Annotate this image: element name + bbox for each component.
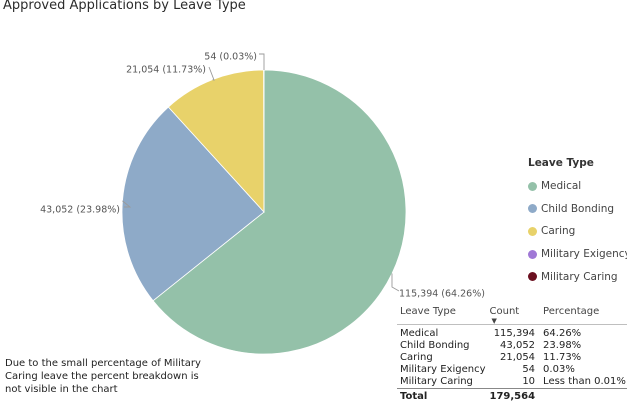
- legend-item-child-bonding[interactable]: Child Bonding: [528, 198, 627, 221]
- legend-item-caring[interactable]: Caring: [528, 220, 627, 243]
- cell-count: 21,054: [500, 352, 536, 363]
- table-row: Child Bonding 43,052 23.98%: [397, 340, 627, 352]
- legend-label: Caring: [541, 225, 576, 238]
- legend-label: Military Exigency: [541, 248, 627, 261]
- cell-percentage: 23.98%: [543, 340, 582, 351]
- pie-slices: [121, 69, 407, 355]
- cell-percentage: 64.26%: [543, 328, 582, 339]
- table-row: Medical 115,394 64.26%: [397, 325, 627, 341]
- pie-slice-medical[interactable]: [152, 69, 407, 355]
- pie-leader-lines: [122, 53, 400, 292]
- sort-desc-icon[interactable]: ▼: [491, 317, 497, 325]
- leader-line: [122, 200, 132, 208]
- legend-swatch: [528, 204, 537, 214]
- cell-leave-type: Caring: [400, 352, 433, 363]
- pie-data-labels: 115,394 (64.26%) 43,052 (23.98%) 21,054 (1…: [40, 52, 485, 300]
- cell-percentage: 11.73%: [543, 352, 582, 363]
- cell-percentage: Less than 0.01%: [543, 376, 626, 387]
- cell-count: 43,052: [500, 340, 536, 351]
- legend-swatch: [528, 249, 537, 259]
- total-percentage: [539, 388, 627, 404]
- table-row: Military Exigency 54 0.03%: [397, 364, 627, 376]
- legend-label: Military Caring: [541, 270, 618, 283]
- chart-title: Approved Applications by Leave Type: [3, 0, 246, 13]
- legend-label: Medical: [541, 180, 582, 193]
- table-row: Caring 21,054 11.73%: [397, 352, 627, 364]
- legend-item-medical[interactable]: Medical: [528, 175, 627, 198]
- cell-leave-type: Child Bonding: [400, 340, 470, 351]
- leader-line: [391, 273, 400, 292]
- total-label: Total: [397, 388, 490, 404]
- cell-percentage: 0.03%: [543, 364, 575, 375]
- data-label-child-bonding: 43,052 (23.98%): [40, 205, 120, 216]
- leader-line: [259, 53, 265, 70]
- data-label-military-exigency: 54 (0.03%): [204, 52, 257, 63]
- legend-swatch: [528, 226, 537, 236]
- legend-title: Leave Type: [528, 157, 594, 169]
- footnote: Due to the small percentage of Military …: [5, 358, 201, 395]
- column-header-count[interactable]: Count ▼: [489, 303, 540, 325]
- cell-count: 54: [522, 364, 536, 375]
- legend-item-military-caring[interactable]: Military Caring: [528, 265, 627, 288]
- total-count: 179,564: [489, 388, 540, 404]
- cell-count: 115,394: [493, 328, 536, 339]
- table-body: Medical 115,394 64.26% Child Bonding 43,052 2…: [397, 325, 627, 389]
- legend-swatch: [528, 272, 537, 282]
- cell-count: 10: [522, 376, 536, 387]
- leader-line: [208, 66, 215, 81]
- column-header-count-label: Count: [489, 306, 520, 317]
- table-row: Military Caring 10 Less than 0.01%: [397, 376, 627, 389]
- table-total-row: Total 179,564: [397, 388, 627, 404]
- legend-items: Medical Child Bonding Caring Military Exige…: [528, 175, 627, 288]
- cell-leave-type: Military Caring: [400, 376, 473, 387]
- legend: Leave Type Medical Child Bonding Caring Mil…: [528, 157, 627, 288]
- summary-table: Leave Type Count ▼ Percentage Medical 115…: [397, 303, 627, 404]
- cell-leave-type: Military Exigency: [400, 364, 486, 375]
- cell-leave-type: Medical: [400, 328, 439, 339]
- data-label-caring: 21,054 (11.73%): [126, 65, 206, 76]
- legend-swatch: [528, 181, 537, 191]
- legend-item-military-exigency[interactable]: Military Exigency: [528, 243, 627, 266]
- legend-label: Child Bonding: [541, 202, 615, 215]
- column-header-percentage[interactable]: Percentage: [539, 303, 627, 325]
- column-header-leave-type[interactable]: Leave Type: [397, 303, 490, 325]
- data-label-medical: 115,394 (64.26%): [399, 289, 485, 300]
